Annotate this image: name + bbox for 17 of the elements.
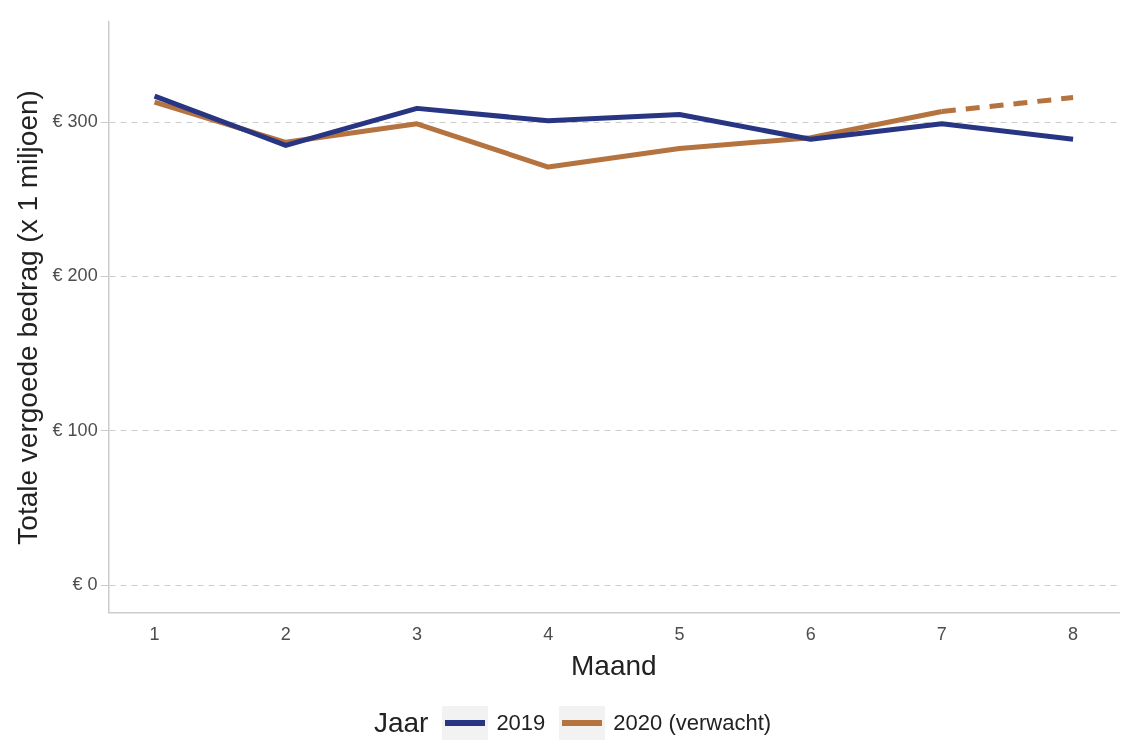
- x-tick-label: 7: [936, 623, 947, 644]
- y-tick-label: € 0: [72, 574, 98, 594]
- y-tick-label: € 100: [52, 419, 98, 440]
- x-tick-label: 4: [543, 623, 554, 644]
- x-tick-label: 5: [674, 623, 685, 644]
- x-tick-label: 8: [1068, 623, 1079, 644]
- x-tick-label: 6: [805, 623, 816, 644]
- x-axis-title: Maand: [571, 649, 657, 681]
- x-tick-label: 2: [280, 623, 291, 644]
- y-tick-label: € 200: [52, 265, 98, 286]
- legend-title: Jaar: [373, 707, 429, 739]
- legend-label: 2019: [496, 710, 546, 736]
- y-axis-title: Totale vergoede bedrag (x 1 miljoen): [11, 90, 43, 545]
- x-tick-label: 3: [411, 623, 423, 644]
- legend-label: 2020 (verwacht): [613, 710, 772, 736]
- y-tick-label: € 300: [52, 111, 98, 132]
- x-tick-label: 1: [149, 623, 160, 644]
